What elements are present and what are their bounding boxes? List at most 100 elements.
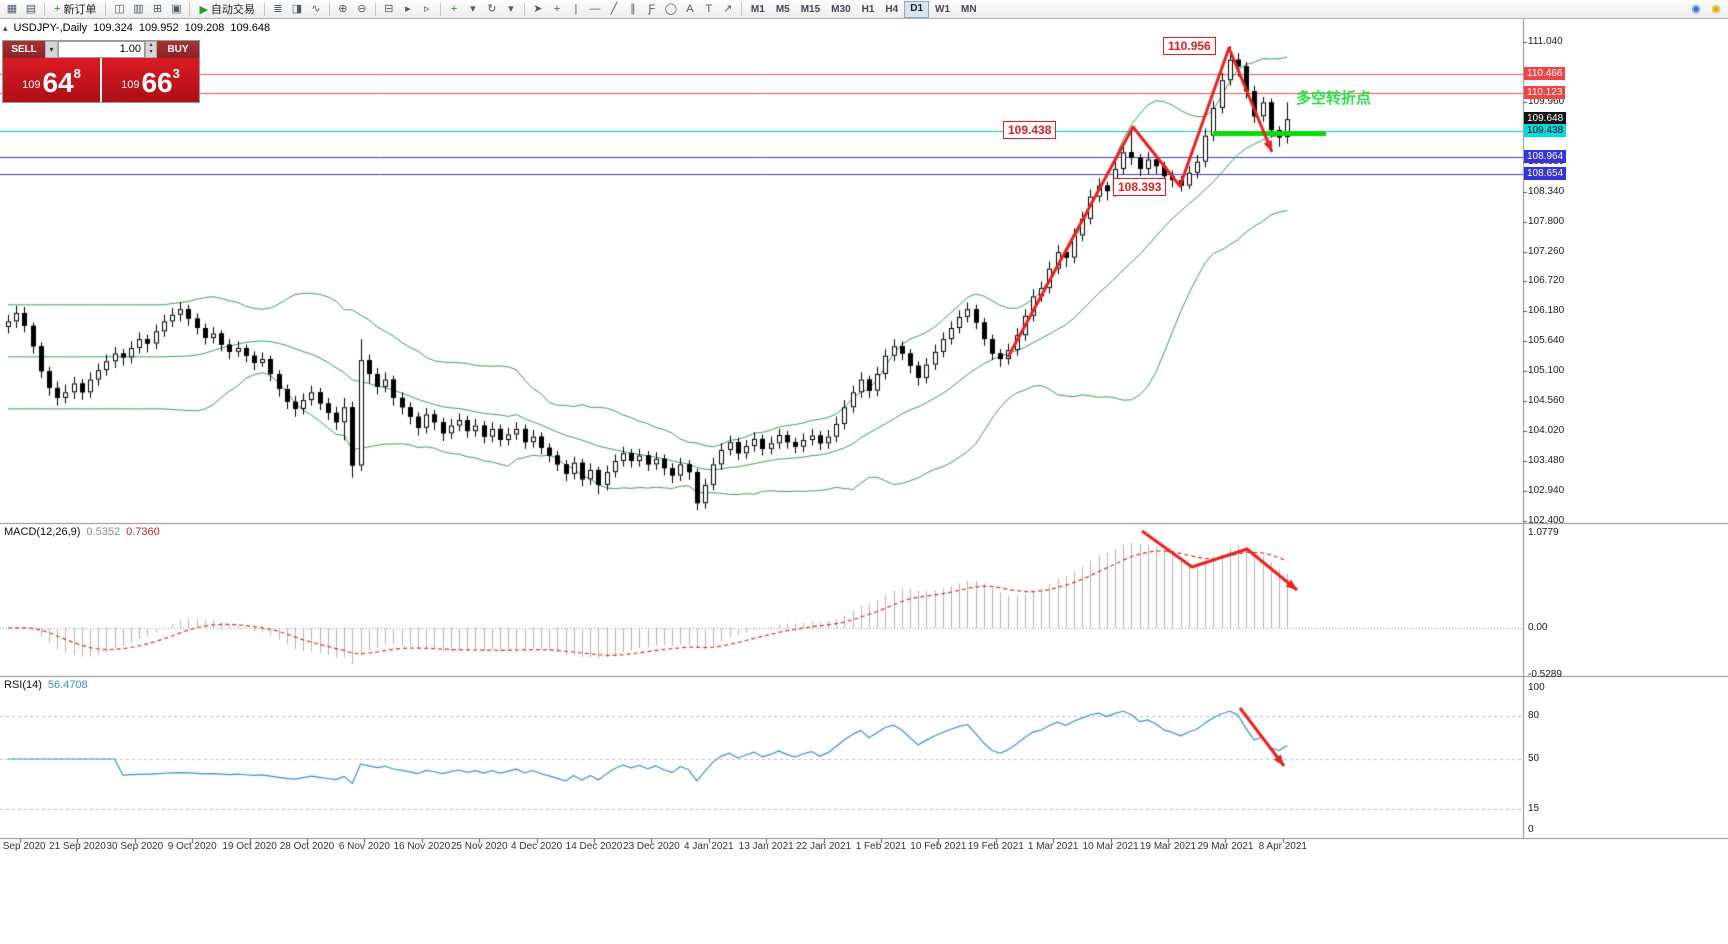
stepper-up-icon[interactable]: ▴	[149, 42, 153, 48]
text-icon[interactable]: A	[686, 2, 694, 15]
order-type-dropdown-icon[interactable]: ▾	[45, 41, 58, 58]
toolbar-separator	[523, 2, 525, 16]
fibonacci-icon[interactable]: Ƒ	[648, 2, 656, 15]
chart-ohlc-header: ▴ USDJPY-,Daily 109.324 109.952 109.208 …	[3, 22, 270, 34]
timeframe-m5-button[interactable]: M5	[775, 3, 790, 15]
zoom-out-icon[interactable]: ⊖	[357, 2, 367, 15]
price-axis-box-108.964: 108.964	[1524, 150, 1567, 164]
profiles-icon[interactable]: ▤	[25, 2, 37, 15]
zoom-in-icon[interactable]: ⊕	[338, 2, 348, 15]
label-icon[interactable]: T	[705, 2, 713, 15]
price-axis-tick: 102.940	[1528, 484, 1565, 496]
toolbar-separator	[328, 2, 330, 16]
toolbar-separator	[439, 2, 441, 16]
periods-icon[interactable]: ↻	[487, 2, 497, 15]
price-axis-tick: 103.480	[1528, 455, 1565, 467]
candlestick-chart-icon[interactable]: ◨	[291, 2, 303, 15]
date-axis-label: 28 Oct 2020	[279, 841, 335, 852]
date-axis-label: 19 Mar 2021	[1139, 841, 1197, 852]
autotrade-button[interactable]: ▶ 自动交易	[194, 2, 259, 17]
shapes-icon[interactable]: ◯	[664, 2, 678, 15]
buy-price-sup: 3	[172, 66, 180, 81]
chart-price-annotation[interactable]: 109.438	[1003, 121, 1057, 139]
price-axis-tick: 106.180	[1528, 305, 1565, 317]
timeframe-w1-button[interactable]: W1	[935, 3, 951, 15]
price-axis-tick: 108.340	[1528, 185, 1565, 197]
new-order-button-icon: +	[54, 3, 61, 15]
bar-chart-icon[interactable]: ≣	[273, 2, 283, 15]
chart-shift-icon[interactable]: ▹	[424, 2, 430, 15]
volume-stepper[interactable]: ▴ ▾	[145, 41, 157, 58]
rsi-axis-tick: 15	[1528, 802, 1540, 814]
chart-price-annotation[interactable]: 108.393	[1113, 178, 1167, 196]
timeframe-m1-button[interactable]: M1	[750, 3, 765, 15]
chart-low-value: 109.208	[184, 22, 225, 34]
date-axis-label: 23 Dec 2020	[623, 841, 680, 852]
sell-price-display[interactable]: 109 64 8	[3, 58, 100, 102]
community-icon[interactable]: ◉	[1691, 2, 1701, 15]
macd-axis-tick: -0.5289	[1528, 668, 1562, 680]
rsi-axis-tick: 0	[1528, 824, 1534, 835]
rsi-indicator-label: RSI(14) 56.4708	[4, 679, 88, 691]
vertical-line-icon[interactable]: |	[574, 2, 578, 15]
timeframe-mn-button[interactable]: MN	[961, 3, 977, 15]
templates-dropdown-icon[interactable]: ▾	[508, 2, 514, 15]
timeframe-m15-button[interactable]: M15	[800, 3, 821, 15]
navigator-icon[interactable]: ⊞	[152, 2, 163, 15]
buy-price-base: 109	[121, 79, 140, 91]
auto-scroll-icon[interactable]: ▸	[405, 2, 411, 15]
terminal-icon[interactable]: ▣	[171, 2, 182, 15]
new-order-button[interactable]: + 新订单	[49, 2, 101, 17]
horizontal-line-icon[interactable]: ―	[589, 2, 601, 15]
timeframe-m30-button[interactable]: M30	[831, 3, 851, 15]
chart-price-annotation[interactable]: 110.956	[1163, 37, 1216, 55]
timeframe-h1-button[interactable]: H1	[861, 3, 875, 15]
tile-windows-icon[interactable]: ⊟	[384, 2, 394, 15]
market-watch-icon[interactable]: ◫	[114, 2, 125, 15]
date-axis-label: 30 Sep 2020	[106, 841, 164, 852]
sell-price-base: 109	[22, 79, 41, 91]
timeframe-h4-button[interactable]: H4	[885, 3, 899, 15]
turning-point-note[interactable]: 多空转折点	[1296, 90, 1372, 107]
macd-indicator-label: MACD(12,26,9) 0.5352 0.7360	[4, 526, 160, 538]
toolbar-separator	[374, 2, 376, 16]
new-order-button-label: 新订单	[63, 4, 97, 16]
trendline-icon[interactable]: ╱	[610, 2, 618, 15]
cursor-icon[interactable]: ➤	[533, 2, 543, 15]
data-window-icon[interactable]: ▥	[133, 2, 144, 15]
line-chart-icon[interactable]: ∿	[311, 2, 321, 15]
rsi-axis-tick: 100	[1528, 682, 1545, 693]
toolbar: ▦ ▤ + 新订单 ◫ ▥ ⊞ ▣ ▶ 自动交易 ≣ ◨ ∿ ⊕ ⊖ ⊟ ▸ ▹ + ▾ ↻ ▾ ➤ + | ― ╱ ∥ Ƒ ◯ A T ↗ M1…	[0, 0, 1728, 19]
new-chart-icon[interactable]: ▦	[6, 2, 18, 15]
one-click-toggle-icon[interactable]: ▴	[3, 22, 8, 33]
price-axis-tick: 104.560	[1528, 395, 1565, 407]
date-axis-label: 10 Feb 2021	[910, 841, 967, 852]
alert-icon[interactable]: ◉	[1711, 2, 1721, 15]
buy-price-display[interactable]: 109 66 3	[102, 58, 199, 102]
buy-button[interactable]: BUY	[157, 41, 199, 58]
indicators-dropdown-icon[interactable]: ▾	[470, 2, 476, 15]
stepper-down-icon[interactable]: ▾	[149, 49, 153, 55]
price-axis-tick: 107.800	[1528, 215, 1565, 227]
date-axis-label: 19 Feb 2021	[967, 841, 1024, 852]
crosshair-icon[interactable]: +	[553, 2, 561, 15]
price-axis-tick: 105.640	[1528, 335, 1565, 347]
channel-icon[interactable]: ∥	[630, 2, 636, 15]
indicators-icon[interactable]: +	[450, 2, 458, 15]
volume-input[interactable]: 1.00	[58, 41, 145, 58]
toolbar-separator	[740, 2, 742, 16]
date-axis-label: 9 Oct 2020	[167, 841, 217, 852]
arrow-tools-icon[interactable]: ↗	[723, 2, 733, 15]
price-axis-tick: 107.260	[1528, 245, 1565, 257]
chart-close-value: 109.648	[230, 22, 271, 34]
chart-symbol-period: USDJPY-,Daily	[13, 22, 88, 34]
rsi-axis-tick: 50	[1528, 753, 1540, 764]
timeframe-d1-button[interactable]: D1	[904, 0, 930, 18]
price-axis-box-109.438: 109.438	[1524, 123, 1567, 137]
sell-button[interactable]: SELL	[3, 41, 45, 58]
macd-axis-tick: 0.00	[1528, 622, 1548, 633]
toolbar-separator	[189, 2, 191, 16]
toolbar-separator	[44, 2, 45, 16]
